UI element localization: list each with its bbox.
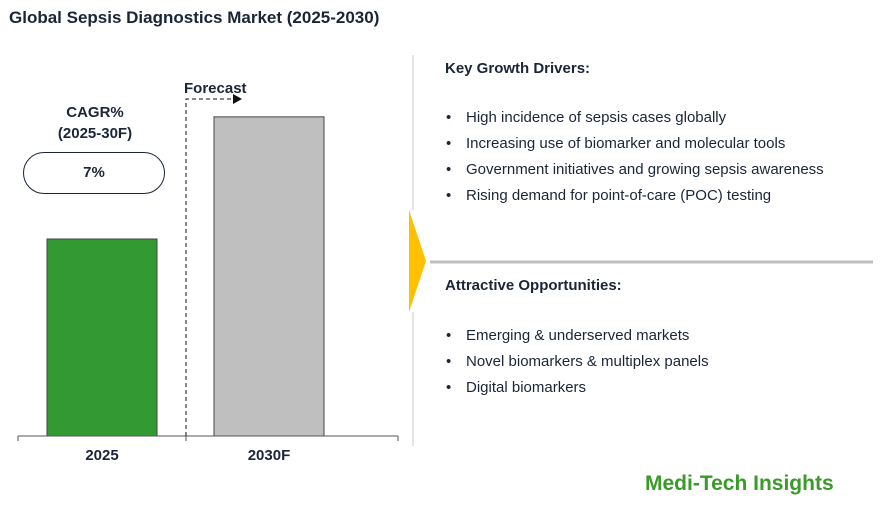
list-item: Emerging & underserved markets <box>445 323 709 349</box>
chevron-icon <box>409 210 426 312</box>
opportunities-list: Emerging & underserved markets Novel bio… <box>445 323 709 401</box>
list-item: Digital biomarkers <box>445 375 709 401</box>
bar-2030F <box>213 116 325 437</box>
forecast-arrow-icon <box>233 94 242 104</box>
cagr-label-line2: (2025-30F) <box>57 125 133 142</box>
cagr-value: 7% <box>23 152 165 194</box>
cagr-label: CAGR% (2025-30F) <box>20 102 170 144</box>
drivers-heading: Key Growth Drivers: <box>445 60 591 77</box>
list-item: Novel biomarkers & multiplex panels <box>445 349 709 375</box>
bar-2025 <box>46 238 158 437</box>
opportunities-heading: Attractive Opportunities: <box>445 277 622 294</box>
forecast-bracket <box>185 98 236 436</box>
list-item: High incidence of sepsis cases globally <box>445 105 824 131</box>
x-tick-label: 2025 <box>85 447 119 464</box>
cagr-label-line1: CAGR% <box>66 104 124 121</box>
page-title: Global Sepsis Diagnostics Market (2025-2… <box>9 8 380 27</box>
drivers-list: High incidence of sepsis cases globally … <box>445 105 824 209</box>
list-item: Rising demand for point-of-care (POC) te… <box>445 183 824 209</box>
list-item: Government initiatives and growing sepsi… <box>445 157 824 183</box>
forecast-label: Forecast <box>184 80 247 97</box>
list-item: Increasing use of biomarker and molecula… <box>445 131 824 157</box>
brand-logo: Medi-Tech Insights <box>645 472 834 495</box>
x-tick-label: 2030F <box>247 447 291 464</box>
